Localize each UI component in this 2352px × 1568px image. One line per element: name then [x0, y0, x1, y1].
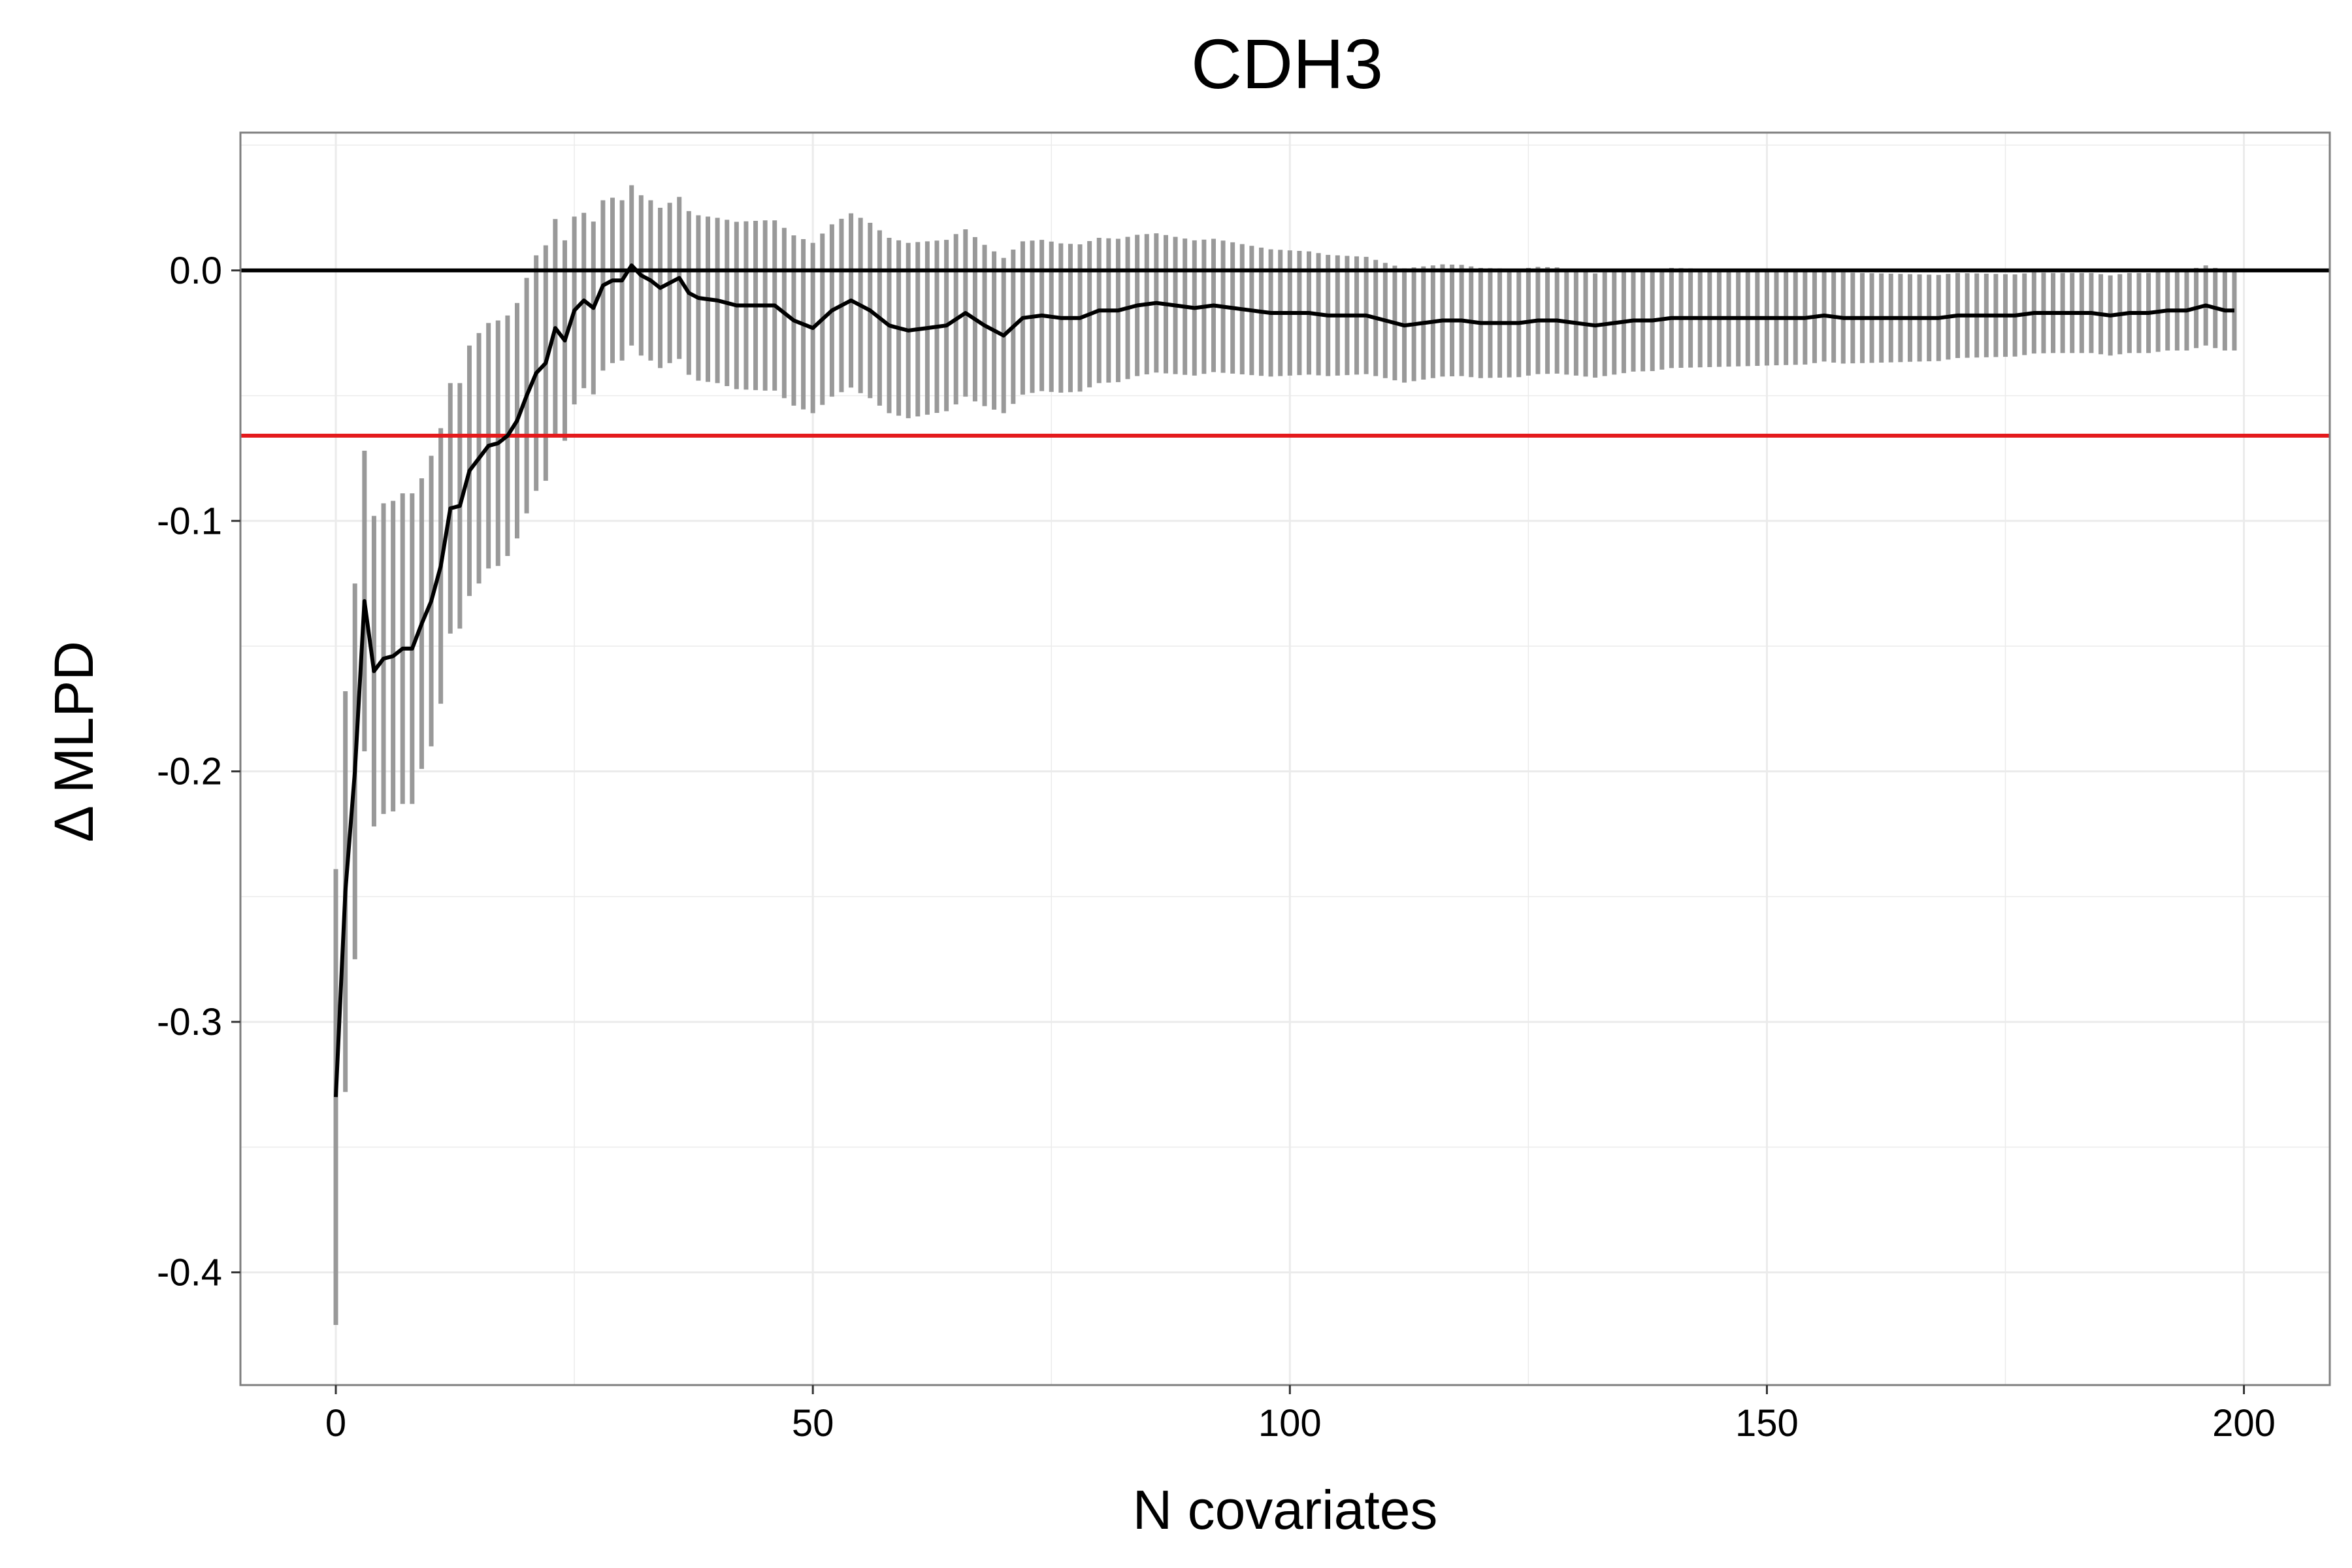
- y-axis-title: Δ MLPD: [43, 641, 105, 842]
- plot-panel-border: [239, 131, 2331, 1386]
- y-tick-label: -0.3: [157, 1001, 222, 1043]
- x-tick-labels: 0 50 100 150 200: [325, 1402, 2276, 1445]
- reference-lines: [240, 268, 2330, 438]
- y-tick-label: -0.2: [157, 751, 222, 793]
- y-tick-label: -0.1: [157, 500, 222, 542]
- x-tick-label: 50: [792, 1402, 834, 1445]
- error-bars: [333, 185, 2237, 1325]
- chart-title: CDH3: [1191, 24, 1383, 103]
- x-tick-label: 100: [1258, 1402, 1322, 1445]
- x-axis-title: N covariates: [1133, 1479, 1438, 1541]
- x-tick-label: 150: [1735, 1402, 1799, 1445]
- x-tick-label: 0: [325, 1402, 346, 1445]
- y-tick-label: 0.0: [169, 250, 222, 292]
- x-tick-label: 200: [2212, 1402, 2276, 1445]
- y-tick-labels: 0.0 -0.1 -0.2 -0.3 -0.4: [157, 250, 222, 1294]
- y-tick-label: -0.4: [157, 1251, 222, 1294]
- mean-series-line: [334, 263, 2234, 1098]
- axis-ticks: [231, 269, 2246, 1394]
